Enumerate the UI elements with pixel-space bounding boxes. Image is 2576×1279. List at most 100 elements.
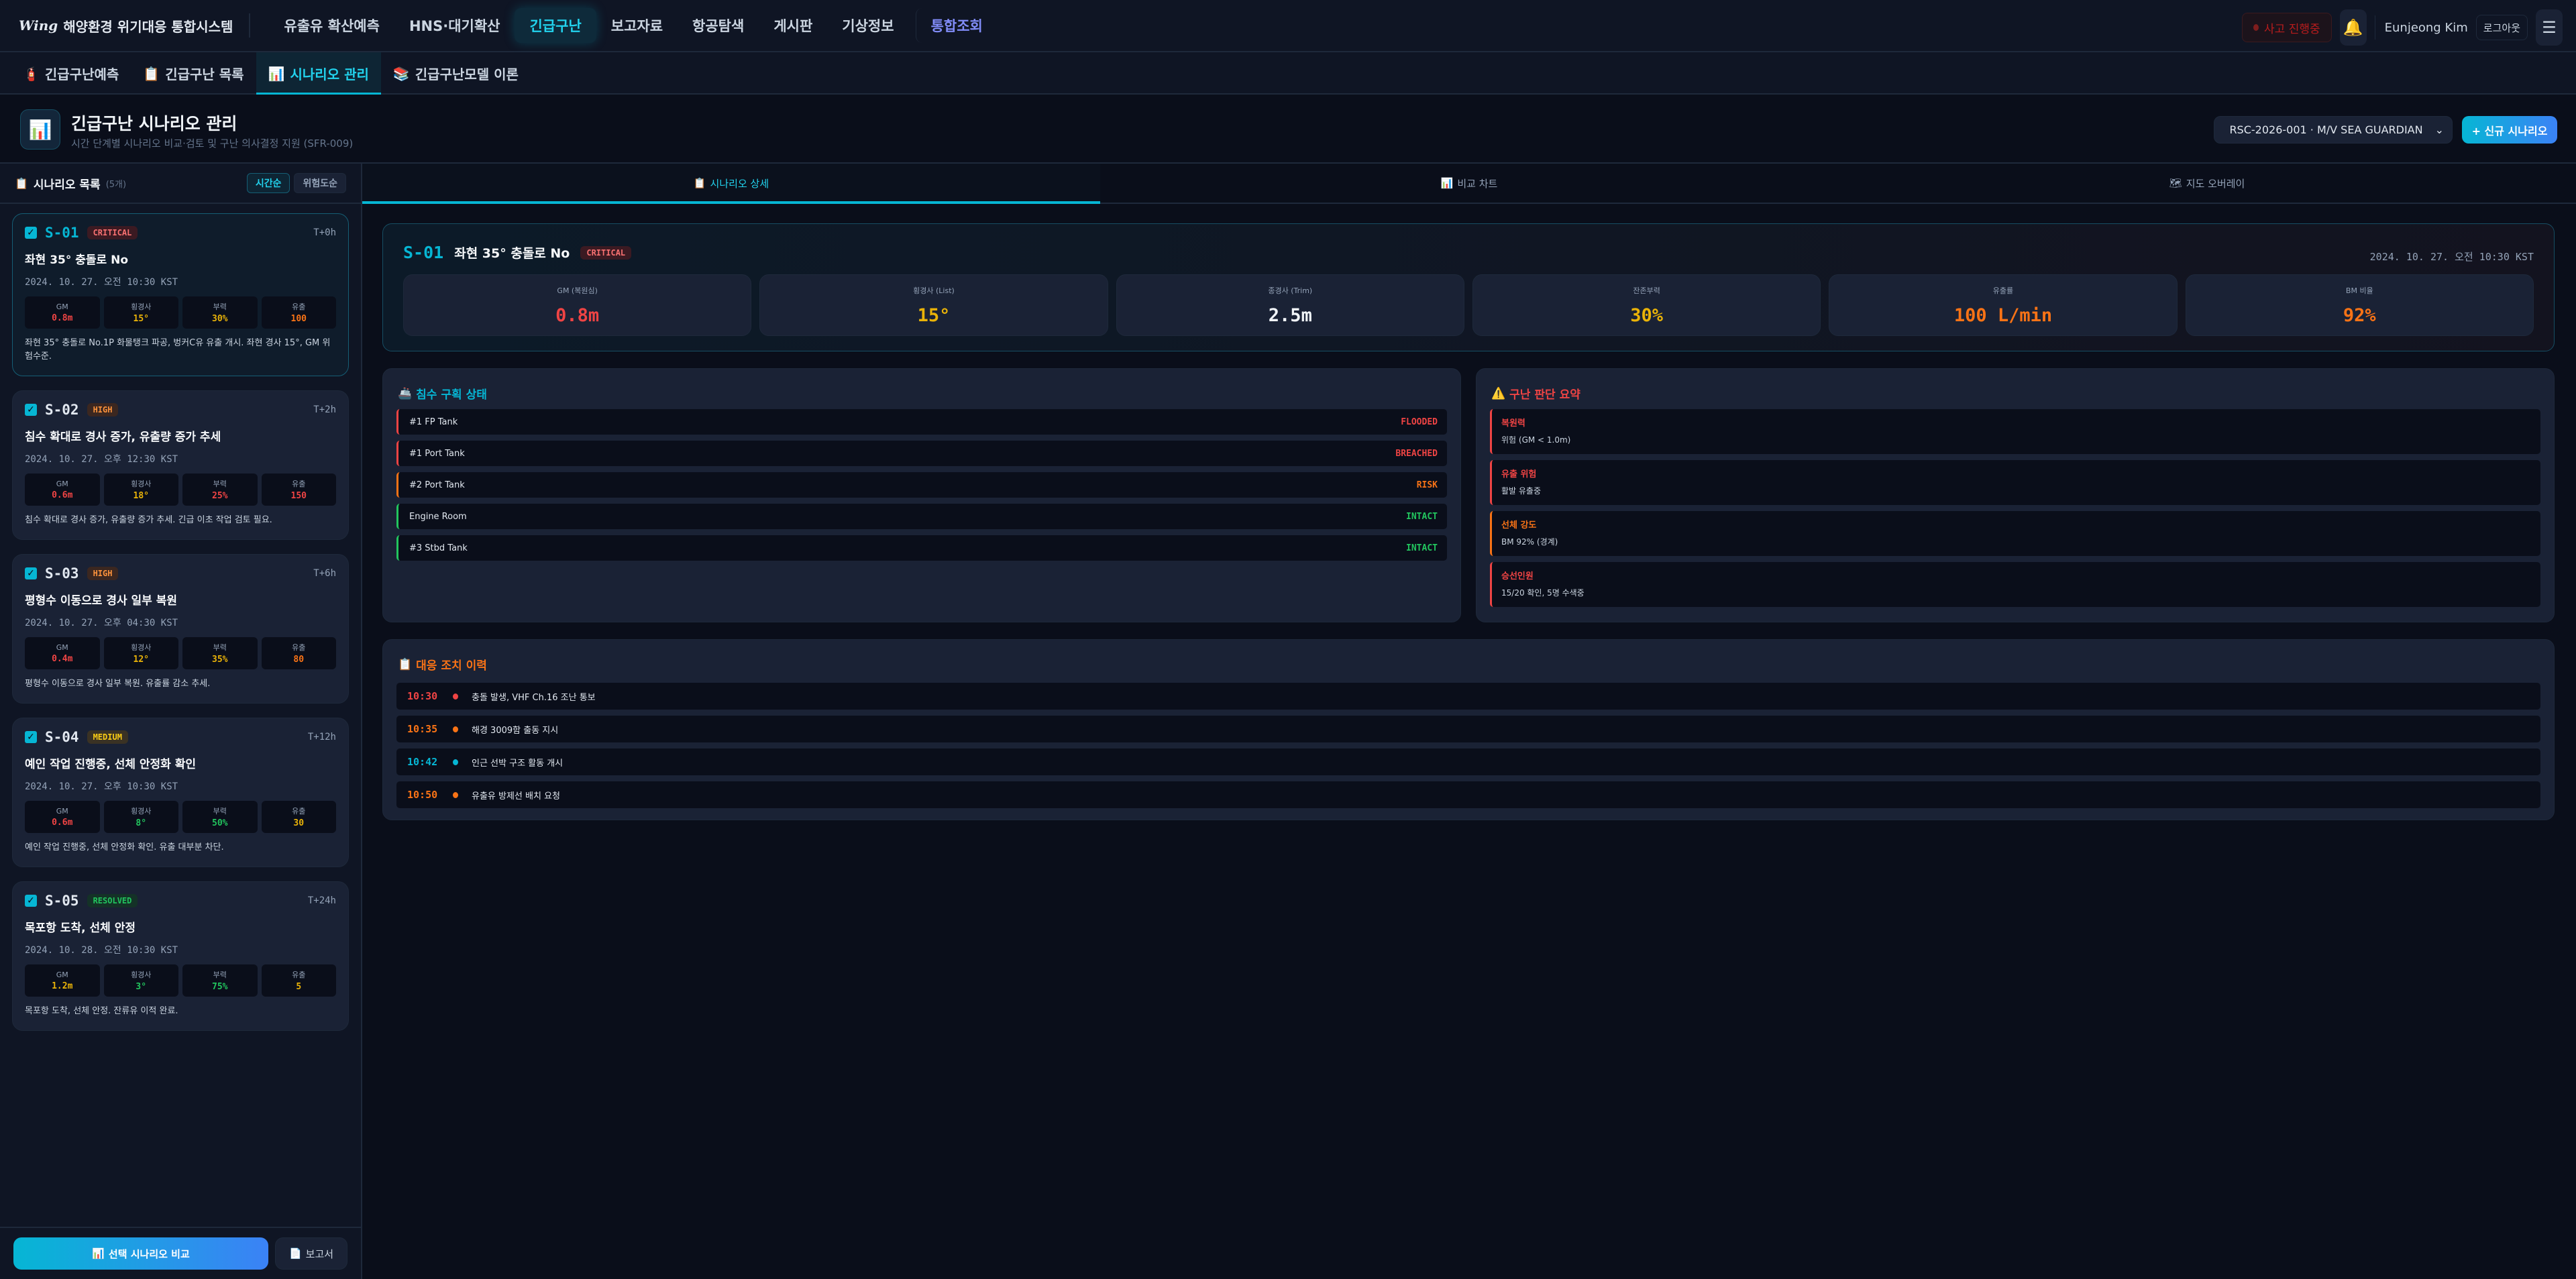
- metric-value: 1.2m: [52, 981, 73, 991]
- tab[interactable]: 📊 비교 차트: [1100, 164, 1838, 203]
- tab-icon: 📋: [693, 177, 706, 189]
- menu-icon[interactable]: ☰: [2536, 9, 2563, 46]
- checkbox[interactable]: ✓: [25, 895, 37, 907]
- metric-value: 8°: [136, 818, 147, 828]
- metric-label: 잔존부력: [1633, 286, 1660, 295]
- summary-key: 유출 위험: [1501, 469, 1537, 480]
- subtab[interactable]: 🧯 긴급구난예측: [11, 52, 131, 95]
- checkbox[interactable]: ✓: [25, 404, 37, 416]
- nav-item[interactable]: 긴급구난: [515, 8, 596, 43]
- summary-value: 활발 유출중: [1501, 486, 1542, 496]
- metric-value: 15°: [133, 314, 149, 324]
- chart-icon: 📊: [20, 109, 60, 150]
- subtab[interactable]: 📊 시나리오 관리: [256, 52, 382, 95]
- summary-title: 구난 판단 요약: [1509, 388, 1580, 402]
- scenario-title: 목포항 도착, 선체 안정: [25, 922, 136, 935]
- tab-icon: 📊: [1440, 177, 1454, 189]
- nav-item[interactable]: 게시판: [773, 18, 813, 34]
- tab-icon: 🗺: [2169, 177, 2182, 189]
- scenario-date: 2024. 10. 27. 오후 10:30 KST: [25, 781, 178, 792]
- logo-mark: Wing: [19, 17, 58, 34]
- metric-label: 종경사 (Trim): [1268, 286, 1313, 295]
- metric-label: 부력: [213, 302, 227, 311]
- summary-key: 선체 강도: [1501, 520, 1537, 531]
- metric-value: 30%: [212, 314, 228, 324]
- bell-icon[interactable]: 🔔: [2339, 9, 2367, 46]
- logout-button[interactable]: 로그아웃: [2475, 15, 2528, 40]
- metric-value: 35%: [212, 655, 228, 665]
- history-text: 인근 선박 구조 활동 개시: [472, 758, 564, 769]
- metric-label: 유출: [292, 480, 306, 488]
- metric-label: 유출률: [1992, 286, 2014, 295]
- metric-label: 횡경사: [131, 970, 152, 979]
- subtab[interactable]: 📚 긴급구난모델 이론: [381, 52, 531, 95]
- metric-box: 횡경사 3°: [103, 964, 178, 997]
- metric-card: GM (복원심) 0.8m: [403, 274, 752, 336]
- nav-item-integrated[interactable]: 통합조회: [915, 8, 998, 43]
- scenario-card[interactable]: ✓ S-04 MEDIUM T+12h 예인 작업 진행중, 선체 안정화 확인 2024…: [12, 718, 349, 867]
- metric-box: GM 0.6m: [25, 474, 100, 506]
- incident-status-button[interactable]: 사고 진행중: [2242, 13, 2332, 42]
- sort-by-risk-button[interactable]: 위험도순: [294, 173, 346, 193]
- scenario-list: ✓ S-01 CRITICAL T+0h 좌현 35° 충돌로 No 2024. 10. …: [0, 204, 361, 1031]
- scenario-card[interactable]: ✓ S-03 HIGH T+6h 평형수 이동으로 경사 일부 복원 2024. 10. …: [12, 554, 349, 704]
- scenario-description: 좌현 35° 충돌로 No.1P 화물탱크 파공, 벙커C유 유출 개시. 좌현…: [25, 338, 331, 362]
- page-subtitle: 시간 단계별 시나리오 비교·검토 및 구난 의사결정 지원 (SFR-009): [71, 137, 354, 150]
- checkbox[interactable]: ✓: [25, 567, 37, 579]
- history-row: 10:35 해경 3009함 출동 지시: [396, 716, 2540, 742]
- nav-item[interactable]: 보고자료: [610, 18, 663, 34]
- metric-label: GM: [56, 806, 68, 816]
- metric-value: 0.8m: [52, 313, 73, 323]
- nav-item[interactable]: 기상정보: [842, 18, 894, 34]
- nav-item[interactable]: 유출유 확산예측: [284, 18, 380, 34]
- metric-box: GM 1.2m: [25, 964, 100, 997]
- metric-value: 92%: [2343, 304, 2376, 326]
- scenario-card[interactable]: ✓ S-05 RESOLVED T+24h 목포항 도착, 선체 안정 2024. 10.…: [12, 881, 349, 1031]
- clipboard-icon: 📋: [398, 657, 413, 671]
- scenario-card[interactable]: ✓ S-02 HIGH T+2h 침수 확대로 경사 증가, 유출량 증가 추세 2024…: [12, 390, 349, 540]
- app-logo[interactable]: Wing 해양환경 위기대응 통합시스템: [0, 13, 251, 38]
- compartment-name: #2 Port Tank: [409, 480, 465, 490]
- ship-icon: 🚢: [398, 386, 413, 400]
- scenario-card[interactable]: ✓ S-01 CRITICAL T+0h 좌현 35° 충돌로 No 2024. 10. …: [12, 213, 349, 376]
- compartment-name: #1 Port Tank: [409, 448, 465, 459]
- metric-card: 유출률 100 L/min: [1829, 274, 2178, 336]
- status-dot-icon: [453, 693, 458, 700]
- nav-item[interactable]: HNS·대기확산: [409, 18, 500, 34]
- compartment-name: Engine Room: [409, 511, 467, 522]
- summary-item: 선체 강도 BM 92% (경계): [1490, 511, 2540, 556]
- history-row: 10:42 인근 선박 구조 활동 개시: [396, 748, 2540, 775]
- compartment-status: FLOODED: [1401, 416, 1438, 427]
- metric-grid: GM 1.2m 횡경사 3° 부력 75% 유출 5: [25, 964, 336, 997]
- history-title: 대응 조치 이력: [416, 659, 487, 673]
- checkbox[interactable]: ✓: [25, 731, 37, 743]
- main-menu: 유출유 확산예측 HNS·대기확산 긴급구난 보고자료 항공탐색 게시판 기상정보 통합조회: [269, 8, 997, 43]
- metric-label: GM: [56, 643, 68, 652]
- compartment-status: BREACHED: [1395, 448, 1438, 459]
- report-button[interactable]: 📄 보고서: [275, 1237, 347, 1270]
- subtab[interactable]: 📋 긴급구난 목록: [131, 52, 256, 95]
- time-offset: T+24h: [307, 895, 336, 906]
- compare-scenarios-button[interactable]: 📊 선택 시나리오 비교: [13, 1237, 268, 1270]
- severity-badge: RESOLVED: [87, 894, 138, 907]
- subtab-label: 긴급구난 목록: [165, 66, 244, 82]
- tab[interactable]: 🗺 지도 오버레이: [1838, 164, 2576, 203]
- scenario-date: 2024. 10. 27. 오전 10:30 KST: [2369, 251, 2534, 263]
- metric-box: 횡경사 18°: [103, 474, 178, 506]
- metric-value: 100 L/min: [1953, 304, 2053, 326]
- tab-label: 비교 차트: [1457, 177, 1498, 190]
- sort-by-time-button[interactable]: 시간순: [246, 173, 290, 193]
- scenario-description: 예인 작업 진행중, 선체 안정화 확인. 유출 대부분 차단.: [25, 842, 224, 852]
- compartment-title: 침수 구획 상태: [416, 388, 487, 402]
- nav-item[interactable]: 항공탐색: [692, 18, 745, 34]
- compartment-name: #3 Stbd Tank: [409, 543, 468, 553]
- tab[interactable]: 📋 시나리오 상세: [362, 164, 1100, 204]
- checkbox[interactable]: ✓: [25, 227, 37, 239]
- new-scenario-button[interactable]: + 신규 시나리오: [2462, 116, 2557, 144]
- scenario-date: 2024. 10. 27. 오전 10:30 KST: [25, 277, 178, 288]
- metric-label: 횡경사: [131, 807, 152, 816]
- history-time: 10:50: [407, 789, 438, 801]
- tab-label: 시나리오 상세: [710, 177, 769, 190]
- case-select[interactable]: RSC-2026-001 · M/V SEA GUARDIAN ⌄: [2214, 116, 2453, 144]
